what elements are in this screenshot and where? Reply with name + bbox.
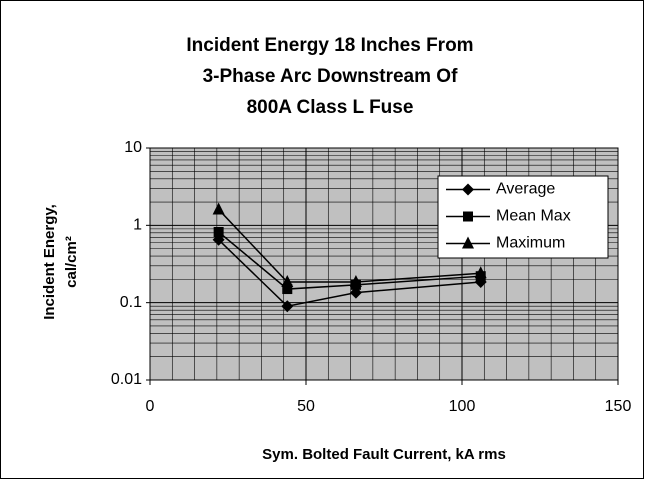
legend-label: Mean Max [496,208,571,225]
marker [474,266,487,279]
marker [463,211,473,222]
x-tick-label: 150 [605,398,632,415]
marker [212,202,225,215]
marker [462,236,474,249]
y-tick-label: 0.01 [111,371,142,388]
y-tick-label: 1 [133,217,142,234]
chart-title: 800A Class L Fuse [247,97,414,118]
chart-title: 3-Phase Arc Downstream Of [203,66,458,87]
y-tick-label: 0.1 [120,294,142,311]
x-tick-label: 100 [449,398,476,415]
legend-label: Average [496,181,555,198]
series-line [218,209,481,283]
x-axis-label: Sym. Bolted Fault Current, kA rms [262,446,506,463]
x-tick-label: 0 [146,398,155,415]
marker [462,183,474,196]
series-line [218,239,481,308]
x-tick-label: 50 [297,398,315,415]
marker [281,275,294,288]
series-line [218,231,481,290]
marker [281,300,294,313]
y-axis-label: Incident Energy, [41,204,58,320]
chart-title: Incident Energy 18 Inches From [186,35,473,56]
marker [213,226,224,237]
y-tick-label: 10 [124,139,142,156]
plot-border [149,147,619,381]
marker [349,275,362,288]
y-axis-label: cal/cm² [63,236,80,288]
marker [282,284,293,295]
legend-label: Maximum [496,235,565,252]
